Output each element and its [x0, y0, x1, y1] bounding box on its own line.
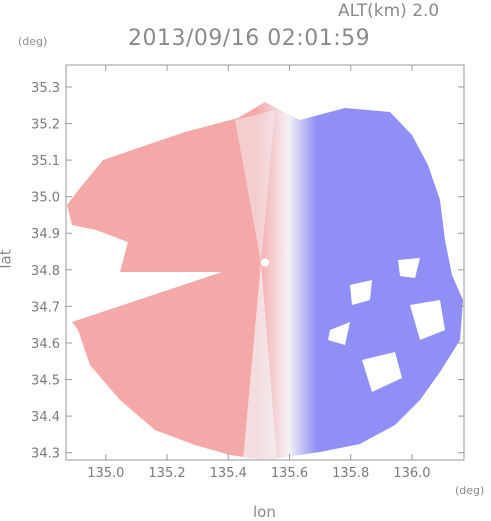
chart-title: 2013/09/16 02:01:59	[128, 26, 371, 51]
echo-region	[67, 102, 463, 460]
y-axis-unit: (deg)	[18, 35, 48, 48]
altitude-label: ALT(km) 2.0	[338, 1, 440, 21]
x-tick-label: 135.8	[332, 466, 369, 481]
echo-gap	[362, 352, 402, 392]
y-tick-label: 35.3	[31, 81, 60, 96]
y-tick-label: 34.9	[31, 227, 60, 242]
x-axis-unit: (deg)	[455, 484, 485, 497]
y-tick-label: 34.3	[31, 447, 60, 462]
plot-frame	[65, 64, 465, 461]
y-tick-label: 34.8	[31, 264, 60, 279]
y-tick-label: 34.5	[31, 374, 60, 389]
x-tick-label: 135.4	[210, 466, 247, 481]
x-tick-label: 135.2	[148, 466, 185, 481]
y-tick-label: 34.4	[31, 410, 60, 425]
y-tick-label: 35.0	[31, 191, 60, 206]
x-axis-label: lon	[253, 503, 276, 521]
zero-velocity-band-north	[235, 110, 275, 263]
radar-site-marker	[261, 258, 269, 267]
x-tick-label: 135.6	[271, 466, 308, 481]
y-tick-label: 34.7	[31, 300, 60, 315]
y-tick-label: 35.1	[31, 154, 60, 169]
echo-gap	[398, 258, 420, 278]
echo-gap	[410, 300, 445, 340]
x-tick-label: 135.0	[87, 466, 124, 481]
y-tick-label: 35.2	[31, 118, 60, 133]
zero-velocity-band	[243, 262, 277, 460]
echo-gap	[328, 322, 350, 345]
y-tick-label: 34.6	[31, 337, 60, 352]
x-tick-label: 136.0	[393, 466, 430, 481]
velocity-echo-area	[67, 102, 463, 460]
echo-gap	[350, 280, 372, 305]
axes: 135.0 135.2 135.4 135.6 135.8 136.0 34.3 34.4 34…	[31, 65, 464, 481]
